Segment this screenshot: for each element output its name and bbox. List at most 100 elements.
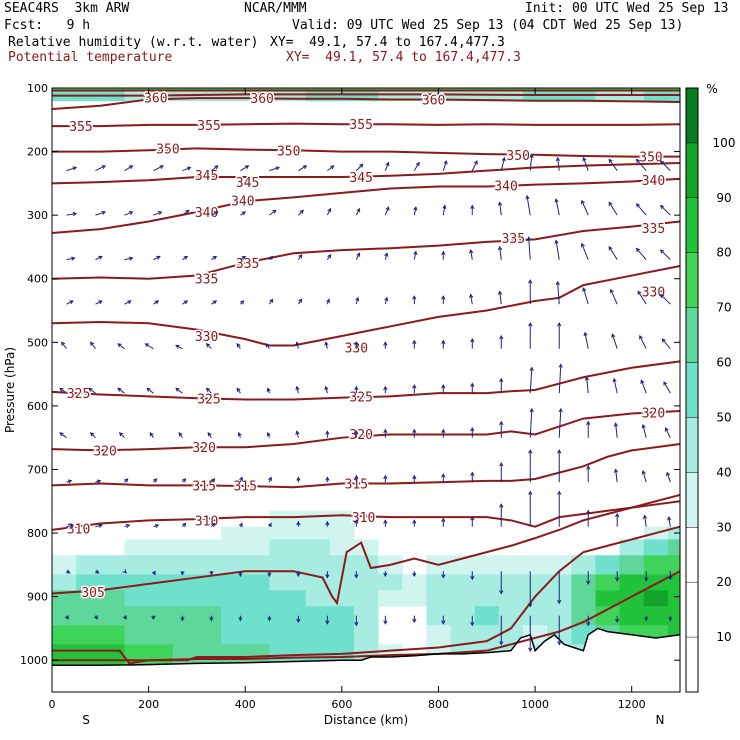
wind-arrow bbox=[124, 300, 132, 305]
theta-label: 355 bbox=[349, 118, 372, 133]
wind-arrow bbox=[584, 332, 589, 349]
wind-arrowhead bbox=[528, 603, 533, 608]
wind-arrowhead bbox=[149, 432, 154, 437]
theta-contour-310 bbox=[51, 500, 681, 531]
wind-arrow bbox=[206, 343, 212, 350]
rh-cell bbox=[571, 91, 596, 102]
south-label: S bbox=[82, 713, 90, 727]
rh-cell bbox=[353, 590, 379, 607]
wind-arrowhead bbox=[180, 617, 185, 622]
wind-arrowhead bbox=[470, 382, 475, 387]
wind-arrowhead bbox=[639, 334, 643, 340]
wind-arrowhead bbox=[356, 207, 361, 213]
theta-label: 305 bbox=[81, 586, 104, 601]
rh-cell bbox=[124, 590, 174, 607]
theta-label: 320 bbox=[642, 406, 665, 421]
theta-label: 340 bbox=[642, 174, 665, 189]
wind-arrowhead bbox=[641, 469, 646, 475]
wind-arrowhead bbox=[615, 577, 620, 582]
wind-arrowhead bbox=[266, 431, 271, 437]
theta-contour-360 bbox=[51, 97, 681, 110]
wind-arrow bbox=[660, 160, 671, 172]
rh-cell bbox=[269, 574, 307, 591]
wind-arrowhead bbox=[385, 206, 390, 211]
rh-cell bbox=[124, 555, 174, 575]
rh-cell bbox=[305, 606, 331, 626]
wind-arrowhead bbox=[127, 300, 132, 305]
wind-arrow bbox=[615, 469, 618, 483]
wind-arrowhead bbox=[557, 449, 562, 454]
rh-cell bbox=[221, 625, 270, 645]
wind-arrowhead bbox=[298, 298, 303, 303]
wind-arrowhead bbox=[359, 163, 364, 168]
wind-arrowhead bbox=[182, 478, 187, 483]
wind-arrowhead bbox=[611, 333, 616, 338]
theta-contour-335 bbox=[51, 220, 681, 280]
wind-arrow bbox=[613, 378, 618, 394]
wind-arrowhead bbox=[582, 156, 587, 162]
wind-arrowhead bbox=[586, 465, 591, 470]
wind-arrow bbox=[413, 251, 417, 260]
wind-arrowhead bbox=[664, 427, 669, 432]
wind-arrowhead bbox=[299, 209, 304, 214]
wind-arrowhead bbox=[529, 366, 534, 371]
y-tick-label: 1000 bbox=[20, 654, 48, 667]
wind-arrow bbox=[153, 211, 162, 216]
wind-arrow bbox=[153, 165, 164, 172]
wind-arrowhead bbox=[499, 590, 504, 595]
rh-cell bbox=[523, 590, 548, 607]
wind-arrow bbox=[470, 249, 473, 260]
wind-arrowhead bbox=[383, 620, 388, 625]
wind-arrow bbox=[384, 297, 388, 305]
rh-cell bbox=[269, 625, 307, 645]
wind-arrowhead bbox=[212, 300, 218, 305]
rh-cell bbox=[402, 574, 427, 591]
wind-arrow bbox=[442, 205, 446, 216]
wind-arrow bbox=[95, 524, 102, 528]
wind-arrowhead bbox=[209, 617, 214, 622]
wind-arrow bbox=[661, 338, 671, 349]
wind-arrow bbox=[636, 159, 647, 171]
rh-cell bbox=[595, 555, 621, 575]
wind-arrowhead bbox=[302, 165, 308, 170]
theta-label: 315 bbox=[192, 479, 215, 494]
theta-label: 350 bbox=[277, 144, 300, 159]
x-tick-label: 400 bbox=[235, 698, 256, 711]
wind-arrow bbox=[206, 388, 212, 394]
wind-arrowhead bbox=[96, 479, 102, 484]
wind-arrowhead bbox=[383, 474, 388, 480]
wind-arrowhead bbox=[469, 293, 474, 299]
rh-cell bbox=[474, 574, 500, 591]
rh-cell bbox=[547, 555, 572, 575]
wind-arrow bbox=[660, 294, 671, 305]
rh-cell bbox=[402, 590, 427, 607]
wind-arrowhead bbox=[266, 387, 271, 392]
theta-label: 340 bbox=[195, 206, 218, 221]
colorbar-frame bbox=[685, 87, 699, 693]
wind-arrowhead bbox=[412, 519, 417, 524]
colorbar-swatch bbox=[686, 637, 698, 692]
rh-cell bbox=[595, 590, 621, 607]
theta-contour-315 bbox=[51, 443, 681, 489]
rh-cell bbox=[378, 590, 403, 607]
wind-arrowhead bbox=[557, 490, 562, 495]
wind-arrowhead bbox=[528, 647, 533, 652]
wind-arrowhead bbox=[441, 517, 446, 523]
wind-arrow bbox=[471, 160, 478, 171]
wind-arrow bbox=[146, 387, 154, 394]
wind-arrowhead bbox=[118, 432, 124, 437]
wind-arrow bbox=[175, 345, 183, 350]
wind-arrowhead bbox=[88, 387, 93, 392]
wind-arrowhead bbox=[356, 252, 361, 257]
theta-label: 345 bbox=[349, 171, 372, 186]
wind-arrowhead bbox=[528, 490, 533, 495]
theta-label: 335 bbox=[195, 273, 218, 288]
wind-arrowhead bbox=[296, 476, 301, 481]
rh-cell bbox=[474, 590, 500, 607]
rh-cell bbox=[498, 625, 524, 645]
wind-arrow bbox=[296, 431, 299, 438]
wind-arrowhead bbox=[582, 287, 587, 292]
wind-arrow bbox=[529, 154, 533, 171]
y-tick-label: 500 bbox=[27, 336, 48, 349]
wind-arrowhead bbox=[268, 476, 273, 481]
